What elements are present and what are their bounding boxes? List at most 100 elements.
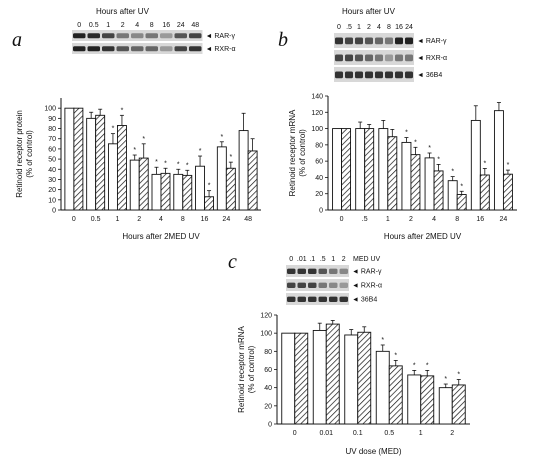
panel-c-blot-band-label: ◄ 36B4 <box>352 297 377 304</box>
panel-a-bar-rxr <box>247 150 258 211</box>
panel-b-blot-band-label: ◄ RAR-γ <box>417 38 447 45</box>
panel-a-bar-rxr <box>138 157 149 211</box>
panel-b-blot-header: Hours after UV <box>342 7 396 16</box>
panel-b-bar-rar <box>493 110 504 211</box>
panel-c-blot-lane-label: .01 <box>297 256 307 263</box>
panel-b-blot-strip <box>334 50 414 65</box>
panel-a-x-tick-label: 1 <box>115 216 119 223</box>
panel-b-blot-band <box>345 71 353 79</box>
panel-c-y-tick-label: 0 <box>268 422 272 429</box>
panel-a-significance-star: * <box>186 162 189 169</box>
panel-b-y-tick-label: 120 <box>311 110 323 117</box>
panel-b-significance-star: * <box>507 162 510 169</box>
panel-c-bar-rxr <box>294 332 309 425</box>
panel-b-blot-lane-label: 4 <box>377 24 381 31</box>
panel-c-blot-band <box>318 268 327 274</box>
panel-a-significance-star: * <box>220 134 223 141</box>
panel-b-y-tick-label: 40 <box>315 175 323 182</box>
panel-a-bar-rxr <box>182 174 193 211</box>
panel-b-y-tick-label: 0 <box>319 208 323 215</box>
panel-c-blot-band <box>297 268 306 274</box>
panel-b-bar-rxr <box>502 173 513 211</box>
panel-c-northern-blot: 0 .01.1 .5 1 2 MED UV ◄ RAR-γ ◄ RXR-α ◄ 36B4 <box>286 256 382 305</box>
panel-a-blot-band <box>145 33 158 39</box>
panel-letter-b: b <box>278 29 288 51</box>
panel-a-bar-rxr <box>225 167 236 211</box>
panel-b-blot-band <box>405 71 413 79</box>
panel-c-y-axis-label-line: Retinoid receptor mRNA <box>237 325 246 412</box>
panel-a-blot-lane-label: 2 <box>121 22 125 29</box>
panel-c-blot-band-label: ◄ RAR-γ <box>352 269 382 276</box>
panel-letter-c: c <box>228 251 237 273</box>
panel-b-blot-band-label: ◄ RXR-α <box>417 55 447 62</box>
panel-a-bar-rxr <box>160 172 171 211</box>
panel-letter-a: a <box>12 29 22 51</box>
panel-a-bar-rar <box>173 173 184 211</box>
panel-b-x-tick-label: 4 <box>432 216 436 223</box>
panel-a-blot-band <box>87 46 100 52</box>
panel-b-blot-lane-label: 8 <box>387 24 391 31</box>
panel-b-northern-blot: 0.5 1 2 4 8 16 24◄ RAR-γ◄ RXR-α◄ 36B4 <box>334 24 447 82</box>
panel-b-blot-band <box>335 54 343 62</box>
panel-c-blot-lane-label: 1 <box>331 256 335 263</box>
panel-a-y-tick-label: 90 <box>48 116 56 123</box>
panel-c-significance-star: * <box>381 337 384 344</box>
panel-a-y-tick-label: 10 <box>48 197 56 204</box>
panel-a-significance-star: * <box>121 107 124 114</box>
panel-c-blot-band <box>297 296 306 302</box>
panel-c-bar-rxr <box>357 331 372 425</box>
panel-b-blot-band <box>345 54 353 62</box>
panel-a-blot-lane-label: 0.5 <box>89 22 99 29</box>
panel-c-blot-band <box>318 296 327 302</box>
panel-b-blot-band <box>365 71 373 79</box>
panel-a-blot-band <box>116 46 129 52</box>
panel-c-significance-star: * <box>426 362 429 369</box>
panel-c-blot-band-label: ◄ RXR-α <box>352 283 382 290</box>
panel-a-y-tick-label: 60 <box>48 146 56 153</box>
panel-c-blot-band <box>339 282 348 288</box>
panel-b-blot-band <box>385 54 393 62</box>
panel-c-bar-rar <box>281 332 296 425</box>
panel-c-blot-band <box>308 282 317 288</box>
panel-b-blot-band <box>345 37 353 45</box>
panel-b-blot-band <box>375 54 383 62</box>
panel-c-significance-star: * <box>444 376 447 383</box>
panel-b-significance-star: * <box>405 130 408 137</box>
panel-b-x-tick-label: 2 <box>409 216 413 223</box>
panel-a-y-tick-label: 70 <box>48 136 56 143</box>
panel-a-y-tick-label: 0 <box>52 208 56 215</box>
panel-b-blot-band <box>395 37 403 45</box>
panel-b-x-tick-label: 16 <box>476 216 484 223</box>
panel-b-blot-band <box>365 37 373 45</box>
panel-a-blot-band <box>160 46 173 52</box>
panel-c-significance-star: * <box>457 371 460 378</box>
panel-b-x-tick-label: 24 <box>500 216 508 223</box>
panel-c-x-tick-label: 2 <box>450 430 454 437</box>
panel-a-y-tick-label: 20 <box>48 187 56 194</box>
panel-a-bar-rar <box>195 165 206 211</box>
panel-b-bar-rxr <box>387 136 398 211</box>
panel-b-blot-band <box>375 71 383 79</box>
panel-b-bar-rxr <box>456 194 467 211</box>
panel-a-x-tick-label: 16 <box>201 216 209 223</box>
panel-b-blot-band-label: ◄ 36B4 <box>417 72 442 79</box>
panel-b-significance-star: * <box>414 139 417 146</box>
panel-c-bar-rar <box>375 350 390 425</box>
panel-b-y-tick-label: 100 <box>311 126 323 133</box>
panel-b-bar-rar <box>447 180 458 211</box>
panel-c-y-tick-label: 60 <box>264 367 272 374</box>
panel-b-blot-band <box>355 37 363 45</box>
panel-a-blot-header: Hours after UV <box>96 7 150 16</box>
panel-b-bar-rxr <box>341 128 352 211</box>
panel-b-x-tick-label: 1 <box>386 216 390 223</box>
panel-c-y-tick-label: 120 <box>260 313 272 320</box>
panel-a-blot-lane-label: 8 <box>150 22 154 29</box>
panel-b-bar-rar <box>378 128 389 211</box>
panel-b-bar-rxr <box>410 154 421 211</box>
panel-c-blot-band <box>297 282 306 288</box>
panel-c-y-axis-label: Retinoid receptor mRNA(% of control) <box>237 325 256 412</box>
panel-b-blot-band <box>355 71 363 79</box>
panel-b-significance-star: * <box>437 156 440 163</box>
